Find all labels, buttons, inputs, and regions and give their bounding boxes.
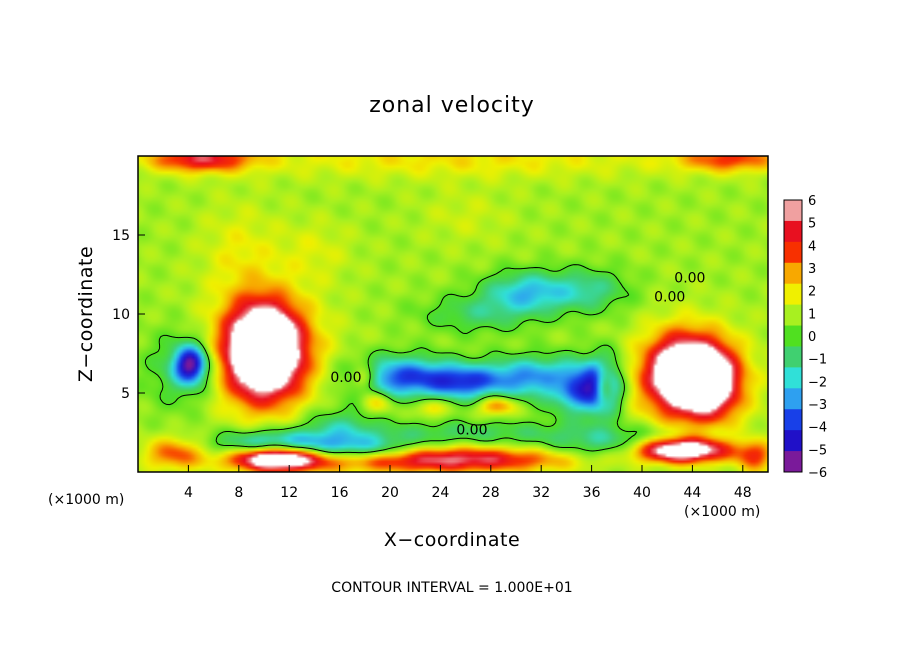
contour-label: 0.00 <box>456 422 487 438</box>
contour-label: 0.00 <box>330 370 361 386</box>
y-tick-label: 5 <box>121 386 130 402</box>
colorbar-swatch <box>784 409 802 431</box>
contour-label: 0.00 <box>654 290 685 306</box>
velocity-field <box>138 156 768 472</box>
x-axis-ticks: 4 8 12 16 20 24 28 32 36 40 44 48 <box>184 465 752 501</box>
colorbar-tick-label: 3 <box>808 262 816 277</box>
y-tick-label: 10 <box>112 307 130 323</box>
x-tick-label: 8 <box>234 485 243 501</box>
y-axis-ticks: 5 10 15 <box>112 228 145 402</box>
contour-label: 0.00 <box>674 271 705 287</box>
colorbar-tick-label: 6 <box>808 194 816 209</box>
colorbar-tick-label: −5 <box>808 443 827 458</box>
x-tick-label: 20 <box>381 485 399 501</box>
x-tick-label: 44 <box>683 485 701 501</box>
y-axis-label: Z−coordinate <box>75 246 97 382</box>
chart-title: zonal velocity <box>369 93 535 118</box>
colorbar-tick-label: 4 <box>808 239 816 254</box>
x-tick-label: 12 <box>280 485 298 501</box>
x-tick-label: 24 <box>431 485 449 501</box>
colorbar-swatch <box>784 200 802 222</box>
y-tick-label: 15 <box>112 228 130 244</box>
zero-contour-line <box>144 264 638 454</box>
plot-area <box>137 155 769 473</box>
x-tick-label: 40 <box>633 485 651 501</box>
colorbar-tick-label: −4 <box>808 421 827 436</box>
colorbar-tick-label: −2 <box>808 375 827 390</box>
x-tick-label: 48 <box>734 485 752 501</box>
colorbar-swatch <box>784 367 802 389</box>
colorbar-swatch <box>784 304 802 327</box>
colorbar-swatch <box>784 430 802 452</box>
colorbar-swatch <box>784 283 802 306</box>
x-axis-label: X−coordinate <box>384 529 520 551</box>
contour-labels: 0.00 0.00 0.00 0.00 <box>330 271 705 439</box>
colorbar-tick-label: 5 <box>808 217 816 232</box>
colorbar-tick-label: 1 <box>808 307 816 322</box>
x-tick-label: 16 <box>331 485 349 501</box>
x-unit-right: (×1000 m) <box>684 504 760 520</box>
colorbar-swatch <box>784 241 802 264</box>
colorbar-swatch <box>784 220 802 243</box>
colorbar-tick-label: 2 <box>808 285 816 300</box>
x-tick-label: 4 <box>184 485 193 501</box>
colorbar-tick-label: −1 <box>808 353 827 368</box>
colorbar-swatch <box>784 388 802 410</box>
colorbar-swatch <box>784 346 802 368</box>
colorbar-swatch <box>784 451 802 473</box>
colorbar-tick-label: 0 <box>808 330 816 345</box>
colorbar-swatch <box>784 262 802 285</box>
colorbar: 6 5 4 3 2 1 0 −1 −2 −3 −4 −5 −6 <box>783 194 827 481</box>
colorbar-tick-label: −3 <box>808 398 827 413</box>
colorbar-swatch <box>784 325 802 347</box>
x-unit-left: (×1000 m) <box>48 492 124 508</box>
x-tick-label: 32 <box>532 485 550 501</box>
contour-interval-note: CONTOUR INTERVAL = 1.000E+01 <box>331 580 572 596</box>
x-tick-label: 28 <box>482 485 500 501</box>
colorbar-tick-label: −6 <box>808 466 827 481</box>
x-tick-label: 36 <box>583 485 601 501</box>
colorbar-frame <box>783 199 803 473</box>
